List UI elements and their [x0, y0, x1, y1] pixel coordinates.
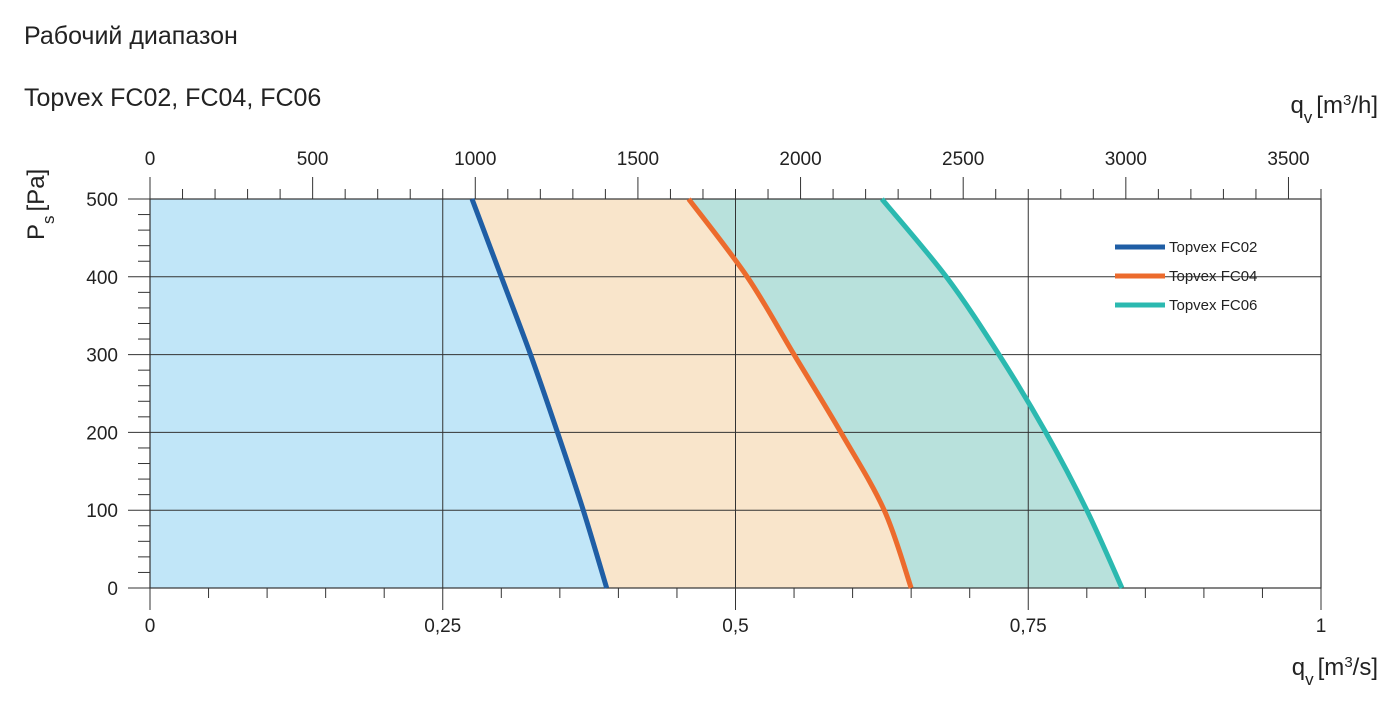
x-bottom-tick-label: 0: [145, 616, 156, 637]
legend-label: Topvex FC06: [1169, 297, 1257, 314]
y-tick-label: 300: [86, 346, 118, 367]
y-tick-label: 100: [86, 501, 118, 522]
y-tick-label: 400: [86, 268, 118, 289]
x-top-tick-label: 1000: [454, 149, 496, 170]
x-bottom-tick-label: 1: [1316, 616, 1327, 637]
x-top-tick-label: 500: [297, 149, 329, 170]
chart-title: Рабочий диапазон: [24, 22, 238, 50]
x-bottom-tick-label: 0,25: [424, 616, 461, 637]
x-top-tick-label: 3500: [1267, 149, 1309, 170]
area-topvex-fc06: [688, 199, 1122, 588]
curve-topvex-fc04: [686, 197, 914, 589]
y-tick-label: 200: [86, 423, 118, 444]
legend-label: Topvex FC02: [1169, 239, 1257, 256]
legend-label: Topvex FC04: [1169, 268, 1257, 285]
area-topvex-fc02: [150, 199, 607, 588]
x-top-tick-label: 1500: [617, 149, 659, 170]
y-axis-label: Ps[Pa]: [23, 169, 58, 240]
curve-topvex-fc02: [469, 198, 610, 589]
chart-subtitle: Topvex FC02, FC04, FC06: [24, 84, 322, 112]
area-topvex-fc04: [472, 199, 912, 588]
y-tick-label: 500: [86, 190, 118, 211]
x-bottom-axis-label: qv [m3/s]: [1292, 654, 1378, 689]
x-bottom-tick-label: 0,75: [1010, 616, 1047, 637]
y-tick-label: 0: [107, 579, 118, 600]
curve-topvex-fc06: [879, 197, 1125, 590]
x-top-tick-label: 3000: [1105, 149, 1147, 170]
x-top-axis-label: qv [m3/h]: [1290, 92, 1378, 127]
x-top-tick-label: 2000: [779, 149, 821, 170]
x-top-tick-label: 2500: [942, 149, 984, 170]
x-bottom-tick-label: 0,5: [722, 616, 748, 637]
x-top-tick-label: 0: [145, 149, 156, 170]
